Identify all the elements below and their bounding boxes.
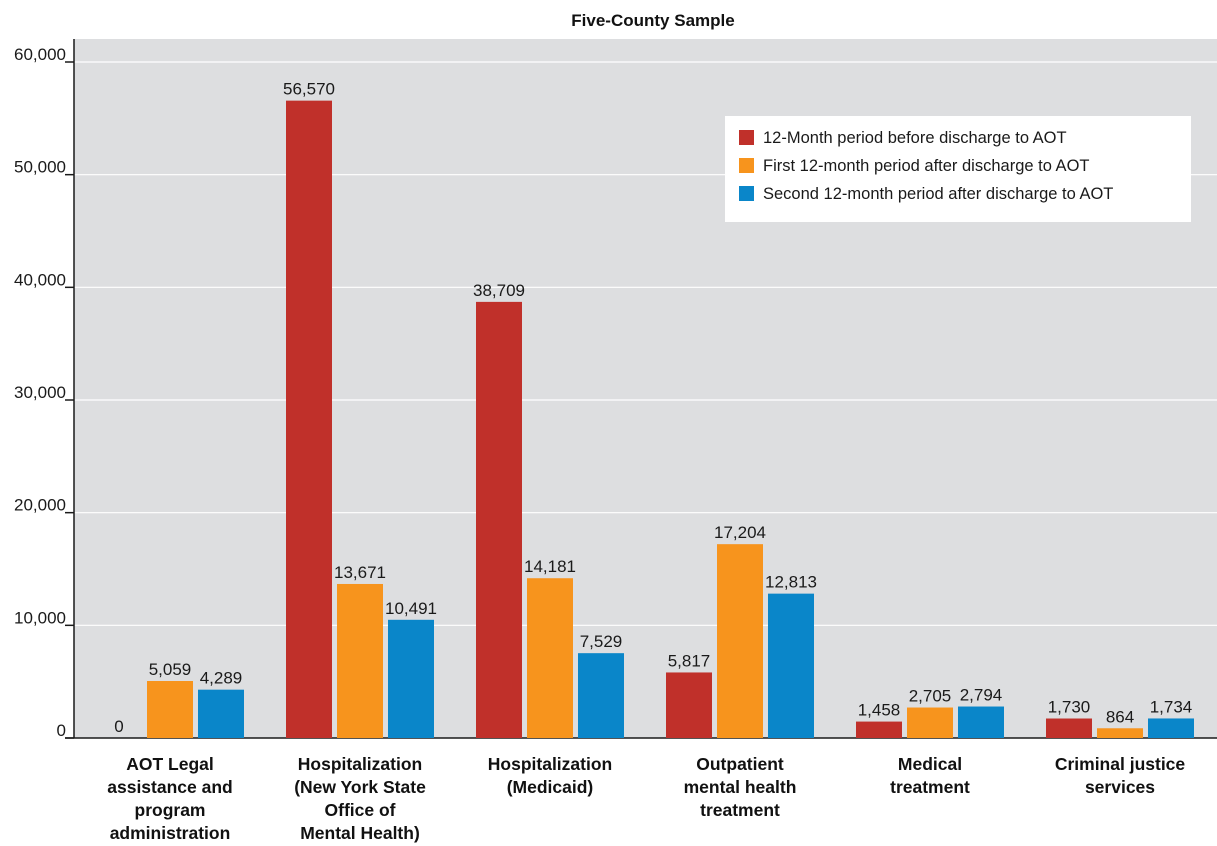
category-label: Medical treatment	[890, 754, 970, 797]
y-tick-label: 50,000	[14, 158, 66, 177]
bar-value-label: 7,529	[580, 632, 623, 651]
bar-value-label: 4,289	[200, 669, 243, 688]
category-labels: AOT Legal assistance and program administra…	[107, 754, 1185, 843]
bar	[527, 578, 573, 738]
bar-value-label: 864	[1106, 707, 1134, 726]
bar	[666, 672, 712, 738]
bar-value-label: 2,794	[960, 686, 1003, 705]
bar	[337, 583, 383, 738]
bar-value-label: 1,730	[1048, 698, 1091, 717]
bar	[958, 706, 1004, 738]
bar	[856, 721, 902, 738]
y-tick-label: 60,000	[14, 45, 66, 64]
bar-value-label: 12,813	[765, 573, 817, 592]
bar	[388, 619, 434, 738]
bar	[768, 593, 814, 738]
bar-value-label: 5,817	[668, 651, 711, 670]
y-tick-label: 20,000	[14, 496, 66, 515]
y-axis: 0 10,000 20,000 30,000 40,000 50,000 60,000	[14, 39, 1217, 740]
category-label: Hospitalization (Medicaid)	[488, 754, 612, 797]
bar-value-label: 5,059	[149, 660, 192, 679]
bar	[1148, 718, 1194, 738]
bar	[147, 681, 193, 738]
y-tick-label: 30,000	[14, 383, 66, 402]
category-label: Hospitalization (New York State Office of M…	[294, 754, 426, 843]
value-labels: 0 5,059 4,289 56,570 13,671 10,491 38,709 14,18…	[114, 80, 1192, 736]
bar-value-label: 13,671	[334, 563, 386, 582]
legend-swatch	[739, 130, 754, 145]
y-tick-label: 40,000	[14, 270, 66, 289]
y-tick-label: 10,000	[14, 608, 66, 627]
bar	[198, 689, 244, 738]
legend: 12-Month period before discharge to AOT F…	[725, 116, 1191, 222]
bar-value-label: 1,734	[1150, 697, 1193, 716]
y-tick-label: 0	[57, 721, 66, 740]
bar	[476, 301, 522, 738]
legend-box	[725, 116, 1191, 222]
bar-value-label: 14,181	[524, 557, 576, 576]
category-label: Criminal justice services	[1055, 754, 1186, 797]
bar-value-label: 2,705	[909, 687, 952, 706]
bar	[907, 707, 953, 738]
bar	[717, 544, 763, 738]
legend-swatch	[739, 186, 754, 201]
bar	[286, 100, 332, 739]
bar-value-label: 1,458	[858, 701, 901, 720]
bar-value-label: 10,491	[385, 599, 437, 618]
bar-value-label: 0	[114, 717, 123, 736]
bar-value-label: 17,204	[714, 523, 766, 542]
category-label: Outpatient mental health treatment	[684, 754, 797, 820]
category-label: AOT Legal assistance and program administra…	[107, 754, 232, 843]
bar	[1097, 728, 1143, 738]
bar-value-label: 56,570	[283, 80, 335, 99]
bar-value-label: 38,709	[473, 281, 525, 300]
bar	[1046, 718, 1092, 738]
legend-label: First 12-month period after discharge to…	[763, 157, 1089, 175]
bar	[578, 653, 624, 738]
chart-title: Five-County Sample	[571, 11, 734, 30]
gridlines	[74, 61, 1217, 626]
bars	[147, 100, 1194, 739]
legend-label: Second 12-month period after discharge t…	[763, 185, 1113, 203]
legend-swatch	[739, 158, 754, 173]
legend-label: 12-Month period before discharge to AOT	[763, 129, 1067, 147]
